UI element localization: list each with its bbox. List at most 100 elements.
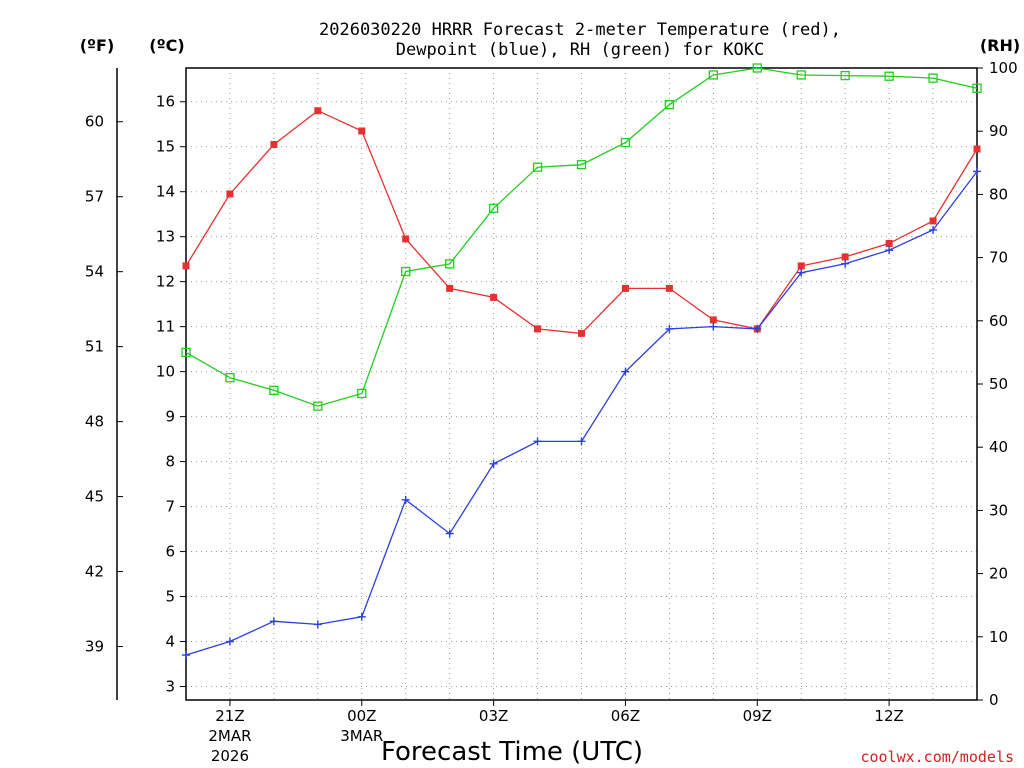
fahrenheit-tick-label: 48 bbox=[85, 413, 104, 431]
rh-point bbox=[488, 203, 499, 213]
x-tick-label: 06Z bbox=[611, 707, 640, 725]
temperature-point bbox=[402, 235, 410, 243]
series-layer bbox=[181, 63, 982, 660]
rh-point bbox=[225, 373, 235, 383]
x-axis-label: Forecast Time (UTC) bbox=[381, 737, 643, 767]
chart-subtitle: Dewpoint (blue), RH (green) for KOKC bbox=[396, 40, 764, 60]
dewpoint-point bbox=[445, 529, 454, 538]
temperature-point bbox=[797, 262, 805, 270]
celsius-tick-label: 3 bbox=[165, 678, 175, 696]
rh-unit-label: (RH) bbox=[980, 36, 1020, 55]
celsius-tick-label: 11 bbox=[156, 318, 175, 336]
temperature-point bbox=[358, 127, 366, 135]
temperature-point bbox=[709, 316, 717, 324]
temperature-point bbox=[226, 190, 234, 198]
x-tick-date-label: 3MAR bbox=[340, 727, 383, 745]
temperature-point bbox=[885, 239, 893, 247]
fahrenheit-tick-label: 42 bbox=[85, 563, 104, 581]
rh-tick-label: 60 bbox=[989, 312, 1008, 330]
temperature-point bbox=[621, 284, 629, 292]
rh-tick-label: 90 bbox=[989, 122, 1008, 140]
celsius-tick-label: 13 bbox=[156, 228, 175, 246]
rh-point bbox=[884, 71, 894, 81]
axes: 3456789101112131415163942454851545760010… bbox=[85, 59, 1018, 765]
rh-tick-label: 0 bbox=[989, 691, 999, 709]
dewpoint-point bbox=[929, 225, 938, 234]
dewpoint-point bbox=[797, 268, 806, 277]
celsius-tick-label: 12 bbox=[156, 273, 175, 291]
rh-line bbox=[185, 67, 978, 407]
dewpoint-point bbox=[357, 612, 366, 621]
temperature-point bbox=[270, 140, 278, 148]
dewpoint-point bbox=[709, 322, 718, 331]
x-tick-label: 03Z bbox=[479, 707, 508, 725]
grid-lines bbox=[185, 68, 978, 700]
rh-point bbox=[181, 347, 191, 358]
rh-tick-label: 10 bbox=[989, 628, 1008, 646]
celsius-tick-label: 15 bbox=[156, 138, 175, 156]
rh-tick-label: 80 bbox=[989, 185, 1008, 203]
credit-text: coolwx.com/models bbox=[860, 748, 1014, 766]
rh-point bbox=[401, 266, 411, 277]
rh-tick-label: 20 bbox=[989, 565, 1008, 583]
celsius-tick-label: 5 bbox=[165, 588, 175, 606]
dewpoint-point bbox=[841, 259, 850, 268]
rh-tick-label: 100 bbox=[989, 59, 1018, 77]
dewpoint-point bbox=[577, 437, 586, 446]
rh-point bbox=[445, 259, 455, 269]
rh-point bbox=[532, 162, 543, 172]
rh-point bbox=[840, 70, 850, 81]
dewpoint-point bbox=[401, 495, 410, 504]
dewpoint-point bbox=[885, 246, 894, 255]
x-tick-label: 12Z bbox=[874, 707, 903, 725]
rh-point bbox=[576, 160, 587, 170]
dewpoint-point bbox=[489, 459, 498, 468]
temperature-point bbox=[929, 217, 937, 225]
rh-point bbox=[269, 385, 279, 395]
x-tick-year-label: 2026 bbox=[211, 747, 249, 765]
fahrenheit-unit-label: (ºF) bbox=[80, 36, 115, 55]
fahrenheit-tick-label: 60 bbox=[85, 113, 104, 131]
dewpoint-point bbox=[533, 437, 542, 446]
temperature-point bbox=[665, 284, 673, 292]
temperature-point bbox=[973, 145, 981, 153]
rh-point bbox=[708, 70, 718, 80]
fahrenheit-tick-label: 39 bbox=[85, 638, 104, 656]
dewpoint-point bbox=[313, 620, 322, 629]
plot-frame bbox=[185, 67, 978, 701]
rh-point bbox=[664, 100, 675, 110]
celsius-tick-label: 14 bbox=[156, 183, 175, 201]
dewpoint-point bbox=[753, 324, 762, 333]
x-tick-label: 21Z bbox=[215, 707, 244, 725]
rh-tick-label: 70 bbox=[989, 249, 1008, 267]
dewpoint-point bbox=[973, 167, 981, 176]
temperature-point bbox=[841, 253, 849, 261]
x-tick-date-label: 2MAR bbox=[208, 727, 251, 745]
celsius-tick-label: 4 bbox=[165, 633, 175, 651]
rh-point bbox=[972, 83, 982, 93]
celsius-tick-label: 8 bbox=[165, 453, 175, 471]
celsius-tick-label: 10 bbox=[156, 363, 175, 381]
celsius-tick-label: 6 bbox=[165, 543, 175, 561]
rh-tick-label: 40 bbox=[989, 438, 1008, 456]
temperature-point bbox=[578, 329, 585, 337]
temperature-point bbox=[182, 262, 190, 270]
rh-point bbox=[796, 70, 806, 80]
celsius-tick-label: 16 bbox=[156, 93, 175, 111]
rh-tick-label: 30 bbox=[989, 501, 1008, 519]
dewpoint-point bbox=[621, 367, 630, 376]
rh-point bbox=[313, 401, 323, 411]
rh-point bbox=[928, 73, 938, 83]
celsius-tick-label: 7 bbox=[165, 498, 175, 516]
temperature-point bbox=[446, 284, 454, 292]
fahrenheit-tick-label: 57 bbox=[85, 188, 104, 206]
temperature-point bbox=[534, 325, 542, 333]
fahrenheit-tick-label: 54 bbox=[85, 263, 104, 281]
dewpoint-point bbox=[269, 617, 278, 626]
temperature-point bbox=[490, 293, 498, 301]
rh-point bbox=[620, 137, 631, 148]
fahrenheit-tick-label: 45 bbox=[85, 488, 104, 506]
celsius-unit-label: (ºC) bbox=[149, 36, 184, 55]
chart-title: 2026030220 HRRR Forecast 2-meter Tempera… bbox=[319, 20, 841, 40]
